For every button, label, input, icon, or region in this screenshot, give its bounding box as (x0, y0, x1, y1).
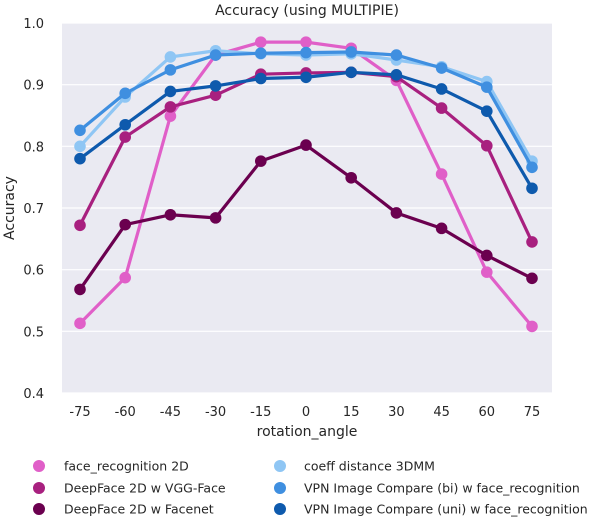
data-point (119, 218, 131, 231)
x-tick-label: 45 (433, 405, 450, 420)
data-point (435, 168, 448, 180)
data-point (390, 49, 403, 61)
x-tick-label: 15 (343, 405, 360, 420)
y-tick-label: 0.5 (23, 325, 44, 340)
data-point (119, 87, 131, 100)
data-point (481, 266, 493, 278)
data-point (119, 118, 131, 131)
data-point (345, 46, 358, 58)
y-tick-label: 1.0 (23, 17, 44, 32)
x-tick-label: -45 (160, 405, 181, 420)
y-tick-label: 0.7 (23, 202, 44, 217)
legend-item: VPN Image Compare (bi) w face_recognitio… (274, 481, 580, 496)
legend-marker (33, 482, 45, 494)
data-point (209, 80, 222, 92)
data-point (74, 317, 86, 330)
legend-marker (274, 460, 286, 472)
data-point (435, 222, 448, 235)
x-tick-label: 60 (479, 405, 496, 420)
data-point (74, 124, 86, 137)
data-point (209, 49, 222, 61)
x-tick-label: -15 (250, 405, 271, 420)
y-tick-label: 0.6 (23, 264, 44, 279)
data-point (164, 51, 177, 63)
data-point (164, 64, 177, 76)
legend-label: VPN Image Compare (uni) w face_recogniti… (304, 502, 588, 517)
data-point (481, 81, 493, 93)
data-point (481, 105, 493, 117)
data-point (526, 182, 538, 195)
legend-label: face_recognition 2D (64, 459, 189, 474)
series-6 (74, 66, 538, 195)
data-point (254, 47, 267, 60)
data-point (164, 85, 177, 98)
data-point (119, 131, 131, 143)
legend-marker (33, 460, 45, 472)
data-point (345, 171, 358, 184)
data-point (435, 62, 448, 74)
legend-label: VPN Image Compare (bi) w face_recognitio… (304, 481, 580, 496)
data-point (164, 110, 177, 122)
data-point (300, 36, 312, 48)
y-tick-label: 0.4 (23, 387, 44, 402)
data-point (345, 66, 358, 79)
legend-item: DeepFace 2D w VGG-Face (33, 481, 226, 496)
data-point (300, 139, 312, 151)
data-point (300, 46, 312, 59)
data-point (254, 36, 267, 48)
data-point (254, 72, 267, 85)
data-point (74, 219, 86, 232)
legend-marker (33, 503, 45, 515)
x-tick-label: 0 (302, 405, 310, 420)
data-point (300, 71, 312, 84)
data-point (526, 320, 538, 333)
data-point (481, 139, 493, 152)
data-point (390, 69, 403, 81)
data-point (254, 155, 267, 167)
data-point (435, 102, 448, 114)
data-point (390, 207, 403, 219)
data-point (209, 212, 222, 224)
x-axis-label: rotation_angle (257, 424, 358, 440)
x-tick-label: -75 (69, 405, 90, 420)
data-point (164, 101, 177, 113)
y-axis-label: Accuracy (2, 176, 18, 240)
data-point (164, 208, 177, 221)
data-point (119, 271, 131, 284)
legend-label: coeff distance 3DMM (304, 459, 435, 474)
legend-item: DeepFace 2D w Facenet (33, 502, 214, 517)
y-tick-labels: 0.4 0.5 0.6 0.7 0.8 0.9 1.0 (23, 17, 44, 402)
x-tick-label: 75 (524, 405, 541, 420)
series-5 (74, 46, 538, 174)
x-tick-label: -30 (205, 405, 226, 420)
data-point (526, 161, 538, 174)
legend-label: DeepFace 2D w VGG-Face (64, 481, 226, 496)
legend-item: VPN Image Compare (uni) w face_recogniti… (274, 502, 588, 517)
data-point (435, 83, 448, 95)
x-tick-labels: -75 -60 -45 -30 -15 0 15 30 45 60 75 (69, 405, 540, 420)
y-tick-label: 0.8 (23, 140, 44, 155)
chart-title: Accuracy (using MULTIPIE) (215, 3, 399, 19)
data-point (526, 272, 538, 285)
legend-item: coeff distance 3DMM (274, 459, 435, 474)
legend-marker (274, 482, 286, 494)
data-point (209, 89, 222, 101)
legend: face_recognition 2D DeepFace 2D w VGG-Fac… (33, 459, 588, 517)
y-tick-label: 0.9 (23, 79, 44, 94)
legend-item: face_recognition 2D (33, 459, 189, 474)
x-tick-label: -60 (115, 405, 136, 420)
data-point (74, 152, 86, 165)
series-group (74, 36, 538, 333)
data-point (74, 140, 86, 153)
data-point (74, 283, 86, 296)
x-tick-label: 30 (388, 405, 405, 420)
data-point (481, 249, 493, 262)
legend-label: DeepFace 2D w Facenet (64, 502, 214, 517)
legend-marker (274, 503, 286, 515)
data-point (526, 236, 538, 248)
series-3 (74, 139, 538, 296)
